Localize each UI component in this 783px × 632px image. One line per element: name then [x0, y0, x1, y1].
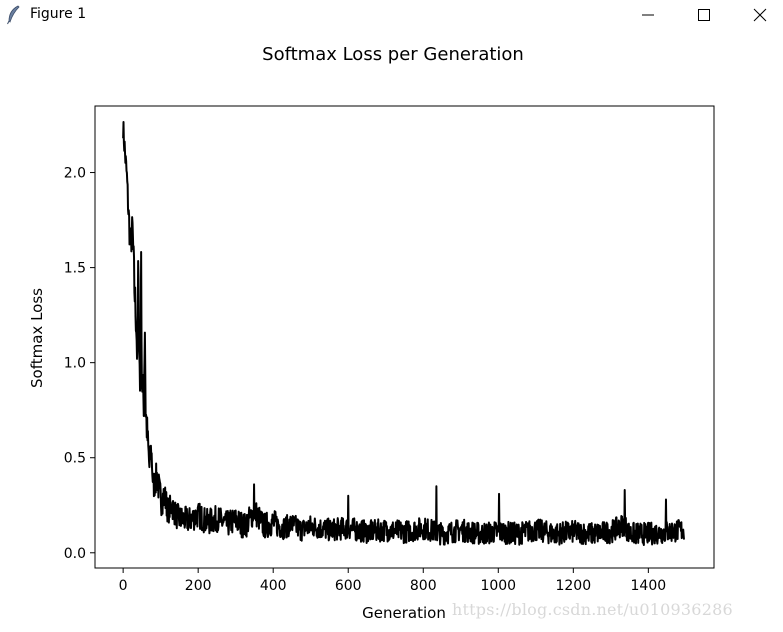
x-tick-label: 800	[410, 578, 437, 594]
axes-frame	[94, 105, 715, 569]
window-title: Figure 1	[30, 6, 87, 22]
loss-series-line	[122, 121, 685, 546]
close-icon	[753, 8, 767, 22]
x-axis-label: Generation	[362, 604, 446, 622]
figure-canvas: Softmax Loss per Generation 0 200 400 600 80…	[0, 30, 783, 632]
x-tick-label: 1400	[631, 578, 667, 594]
y-axis: 0.0 0.5 1.0 1.5 2.0	[64, 166, 95, 562]
x-tick-label: 0	[119, 578, 128, 594]
chart: Softmax Loss per Generation 0 200 400 600 80…	[28, 44, 715, 622]
y-tick-label: 0.5	[64, 451, 86, 467]
x-tick-label: 400	[260, 578, 287, 594]
y-axis-label: Softmax Loss	[28, 288, 46, 388]
plot-area	[122, 121, 685, 546]
x-tick-label: 1200	[555, 578, 591, 594]
y-tick-label: 1.0	[64, 356, 86, 372]
y-tick-label: 1.5	[64, 261, 86, 277]
watermark: https://blog.csdn.net/u010936286	[452, 600, 733, 619]
x-axis: 0 200 400 600 800 1000 1200 1400	[119, 568, 666, 594]
maximize-button[interactable]	[681, 0, 727, 30]
x-tick-label: 1000	[480, 578, 516, 594]
minimize-button[interactable]	[625, 0, 671, 30]
x-tick-label: 600	[335, 578, 362, 594]
y-tick-label: 0.0	[64, 546, 86, 562]
maximize-icon	[698, 9, 710, 21]
chart-title: Softmax Loss per Generation	[262, 44, 524, 65]
close-button[interactable]	[737, 0, 783, 30]
minimize-icon	[642, 14, 654, 16]
y-tick-label: 2.0	[64, 166, 86, 182]
window-titlebar: Figure 1	[0, 0, 783, 30]
feather-icon	[7, 5, 20, 25]
x-tick-label: 200	[185, 578, 212, 594]
